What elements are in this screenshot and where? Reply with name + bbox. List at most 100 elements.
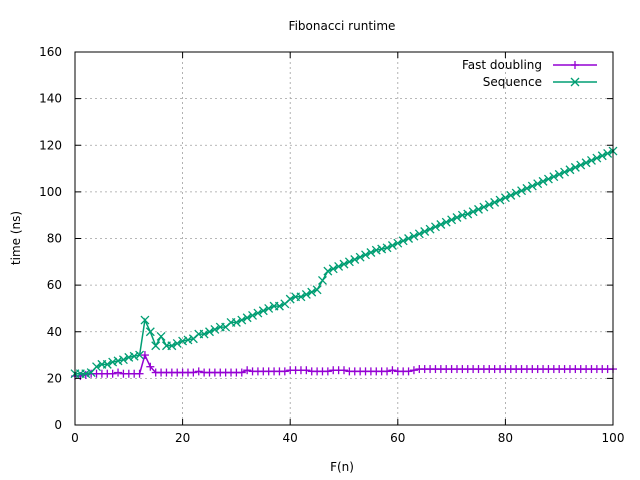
data-point-sequence — [124, 352, 134, 362]
data-point-sequence — [135, 350, 145, 360]
y-tick-label: 20 — [47, 371, 62, 385]
data-point-sequence — [242, 313, 252, 323]
data-point-sequence — [463, 209, 473, 219]
data-point-sequence — [457, 210, 467, 220]
data-point-sequence — [318, 276, 327, 285]
data-point-sequence — [178, 336, 188, 346]
chart-title: Fibonacci runtime — [289, 19, 396, 33]
data-point-sequence — [156, 331, 166, 341]
data-point-fast-doubling — [340, 366, 348, 375]
data-point-sequence — [231, 317, 241, 327]
data-point-sequence — [452, 213, 462, 222]
data-point-fast-doubling — [140, 351, 149, 360]
data-point-fast-doubling — [135, 369, 144, 378]
data-point-sequence — [210, 324, 220, 334]
data-point-sequence — [549, 172, 559, 182]
y-tick-label: 0 — [54, 418, 62, 432]
data-point-sequence — [603, 148, 613, 158]
data-point-sequence — [597, 151, 607, 161]
data-point-sequence — [172, 338, 182, 348]
data-point-sequence — [339, 259, 349, 269]
data-point-sequence — [113, 356, 123, 366]
data-point-sequence — [118, 355, 128, 365]
data-point-sequence — [431, 222, 440, 232]
data-point-sequence — [592, 153, 602, 163]
data-point-sequence — [312, 285, 322, 295]
data-point-sequence — [108, 357, 118, 367]
data-point-fast-doubling — [388, 366, 397, 375]
x-tick-label: 0 — [71, 431, 79, 445]
data-point-fast-doubling — [237, 368, 246, 377]
data-point-sequence — [205, 327, 214, 337]
data-point-sequence — [565, 165, 575, 175]
x-axis-label: F(n) — [330, 460, 354, 474]
data-point-fast-doubling — [243, 366, 252, 375]
data-point-sequence — [323, 266, 333, 276]
data-point-sequence — [344, 257, 354, 267]
data-point-sequence — [538, 176, 548, 186]
data-point-sequence — [560, 167, 570, 177]
x-tick-label: 60 — [390, 431, 405, 445]
data-point-sequence — [414, 229, 424, 239]
data-point-sequence — [581, 158, 591, 168]
data-point-sequence — [264, 303, 274, 313]
data-point-sequence — [129, 351, 139, 361]
data-point-sequence — [468, 207, 478, 217]
data-point-sequence — [387, 241, 397, 250]
legend-marker-fast-doubling — [571, 61, 579, 69]
data-point-sequence — [350, 255, 360, 264]
data-point-sequence — [522, 183, 532, 193]
data-point-fast-doubling — [323, 367, 332, 376]
data-point-sequence — [409, 231, 419, 241]
data-point-sequence — [511, 188, 521, 198]
series-sequence — [70, 146, 618, 379]
data-point-sequence — [274, 301, 284, 311]
x-tick-label: 40 — [283, 431, 298, 445]
legend-label-sequence: Sequence — [483, 75, 542, 89]
y-tick-label: 60 — [47, 278, 62, 292]
data-point-sequence — [527, 181, 537, 191]
data-point-sequence — [500, 193, 510, 203]
legend: Fast doubling Sequence — [462, 58, 597, 89]
data-point-fast-doubling — [280, 367, 289, 376]
data-point-sequence — [436, 220, 446, 229]
series-line-sequence — [75, 150, 614, 375]
data-point-sequence — [258, 306, 268, 316]
data-point-sequence — [576, 160, 586, 170]
y-tick-label: 100 — [39, 185, 62, 199]
data-point-sequence — [151, 341, 161, 351]
data-point-sequence — [199, 329, 209, 339]
data-point-fast-doubling — [194, 367, 203, 376]
data-point-fast-doubling — [146, 362, 155, 371]
data-point-sequence — [447, 215, 457, 225]
data-point-sequence — [361, 250, 370, 260]
data-point-sequence — [371, 245, 381, 255]
data-point-sequence — [334, 262, 344, 271]
x-tick-label: 20 — [175, 431, 190, 445]
data-point-sequence — [253, 308, 263, 318]
data-point-sequence — [479, 202, 489, 212]
data-point-sequence — [398, 236, 408, 246]
data-point-fast-doubling — [383, 367, 392, 376]
data-point-sequence — [377, 244, 387, 254]
data-point-sequence — [183, 335, 193, 345]
series-fast-doubling — [71, 351, 617, 381]
data-point-sequence — [495, 195, 505, 205]
y-tick-label: 120 — [39, 138, 62, 152]
data-point-sequence — [355, 252, 365, 262]
y-tick-label: 80 — [47, 232, 62, 246]
data-point-sequence — [328, 264, 338, 274]
x-tick-label: 80 — [498, 431, 513, 445]
data-point-sequence — [167, 341, 177, 351]
grid — [75, 52, 613, 425]
series-layer — [70, 146, 618, 381]
data-point-sequence — [237, 315, 247, 325]
x-tick-label: 100 — [602, 431, 625, 445]
data-point-fast-doubling — [409, 366, 418, 375]
data-point-sequence — [554, 169, 564, 179]
data-point-sequence — [506, 190, 516, 200]
data-point-sequence — [420, 227, 430, 236]
y-tick-label: 140 — [39, 92, 62, 106]
data-point-fast-doubling — [108, 369, 117, 378]
